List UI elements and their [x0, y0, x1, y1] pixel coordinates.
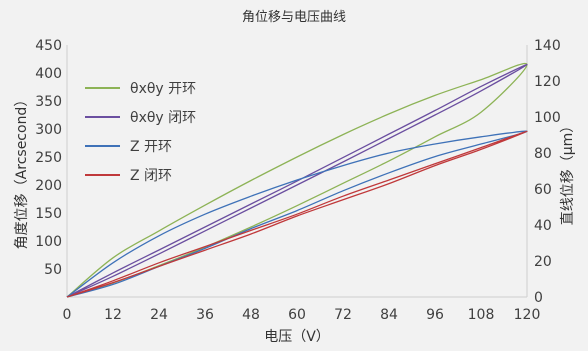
y-left-tick-label: 150 [35, 206, 62, 222]
y-right-tick-label: 140 [534, 38, 561, 54]
y-left-tick-label: 300 [35, 122, 62, 138]
x-tick-label: 84 [380, 307, 398, 323]
y-right-tick-label: 60 [534, 182, 552, 198]
x-axis-label: 电压（V） [264, 329, 330, 345]
y-right-tick-label: 100 [534, 110, 561, 126]
x-tick-label: 48 [242, 307, 260, 323]
legend-label: Z 开环 [130, 139, 172, 155]
series-layer [66, 62, 528, 298]
y-right-tick-label: 80 [534, 146, 552, 162]
y-left-tick-label: 100 [35, 234, 62, 250]
y-left-tick-label: 250 [35, 150, 62, 166]
x-tick-label: 72 [334, 307, 352, 323]
x-tick-label: 60 [288, 307, 306, 323]
y-left-tick-label: 50 [44, 262, 62, 278]
x-tick-label: 12 [104, 307, 122, 323]
y-left-tick-label: 350 [35, 94, 62, 110]
x-tick-label: 108 [468, 307, 495, 323]
series-line-4 [66, 130, 528, 298]
y-left-tick-label: 400 [35, 66, 62, 82]
y-right-tick-label: 20 [534, 254, 552, 270]
legend-label: θxθy 闭环 [130, 110, 196, 126]
x-tick-label: 0 [63, 307, 72, 323]
legend: θxθy 开环 θxθy 闭环 Z 开环 Z 闭环 [85, 81, 196, 184]
chart-title: 角位移与电压曲线 [242, 10, 346, 25]
y-left-tick-label: 450 [35, 38, 62, 54]
x-tick-label: 96 [426, 307, 444, 323]
legend-label: Z 闭环 [130, 168, 172, 184]
tick-labels: 0 12 24 36 48 60 72 84 96 108 12050100150200250300… [35, 38, 560, 323]
right-axis-label: 直线位移（μm） [559, 119, 576, 226]
legend-label: θxθy 开环 [130, 81, 196, 97]
y-right-tick-label: 40 [534, 218, 552, 234]
x-tick-label: 24 [150, 307, 168, 323]
series-line-2 [66, 63, 528, 298]
y-left-tick-label: 200 [35, 178, 62, 194]
y-right-tick-label: 120 [534, 74, 561, 90]
left-axis-label: 角度位移（Arcsecond） [14, 93, 30, 250]
x-tick-label: 120 [514, 307, 541, 323]
x-tick-label: 36 [196, 307, 214, 323]
y-right-tick-label: 0 [534, 290, 543, 306]
